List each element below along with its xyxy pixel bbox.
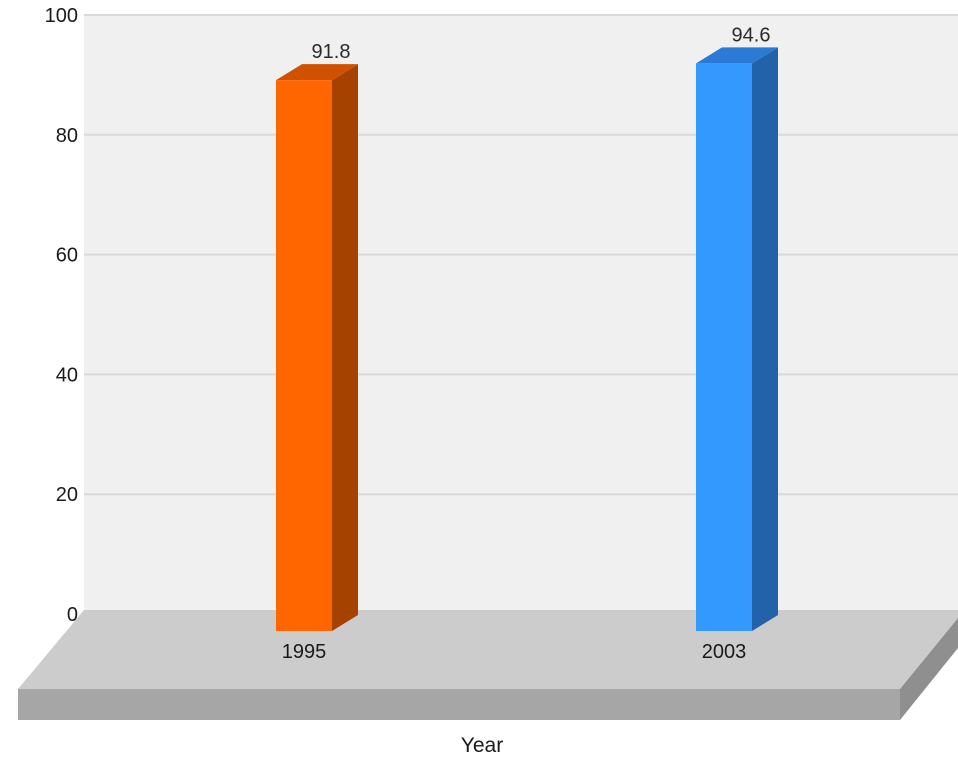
x-tick-label-2003: 2003 [702, 641, 747, 663]
y-tick-label-0: 0 [67, 604, 78, 626]
y-tick-label-80: 80 [56, 125, 78, 147]
floor-top [18, 610, 958, 689]
bar-2003 [696, 63, 752, 631]
y-axis-ticks: 0 20 40 60 80 100 [45, 5, 78, 626]
bar-side-1995 [332, 64, 358, 632]
data-label-1995: 91.8 [312, 41, 351, 63]
x-axis-title: Year [461, 734, 503, 757]
floor-front [18, 689, 900, 720]
plot-area [84, 15, 958, 614]
y-tick-label-20: 20 [56, 484, 78, 506]
gridlines [84, 14, 958, 496]
y-tick-label-60: 60 [56, 245, 78, 267]
y-tick-label-100: 100 [45, 5, 78, 27]
x-axis-ticks: 1995 2003 [282, 641, 747, 663]
chart-floor [18, 610, 958, 720]
y-tick-label-40: 40 [56, 364, 78, 386]
bar-1995 [276, 80, 332, 632]
bar-top-2003 [696, 47, 778, 64]
bar-side-2003 [752, 47, 778, 631]
bar-top-1995 [276, 64, 358, 81]
plot-background [84, 15, 958, 614]
floor-side [900, 618, 958, 720]
data-label-2003: 94.6 [732, 24, 771, 46]
x-tick-label-1995: 1995 [282, 641, 327, 663]
data-labels: 91.8 94.6 [312, 24, 771, 63]
bars [276, 47, 778, 632]
